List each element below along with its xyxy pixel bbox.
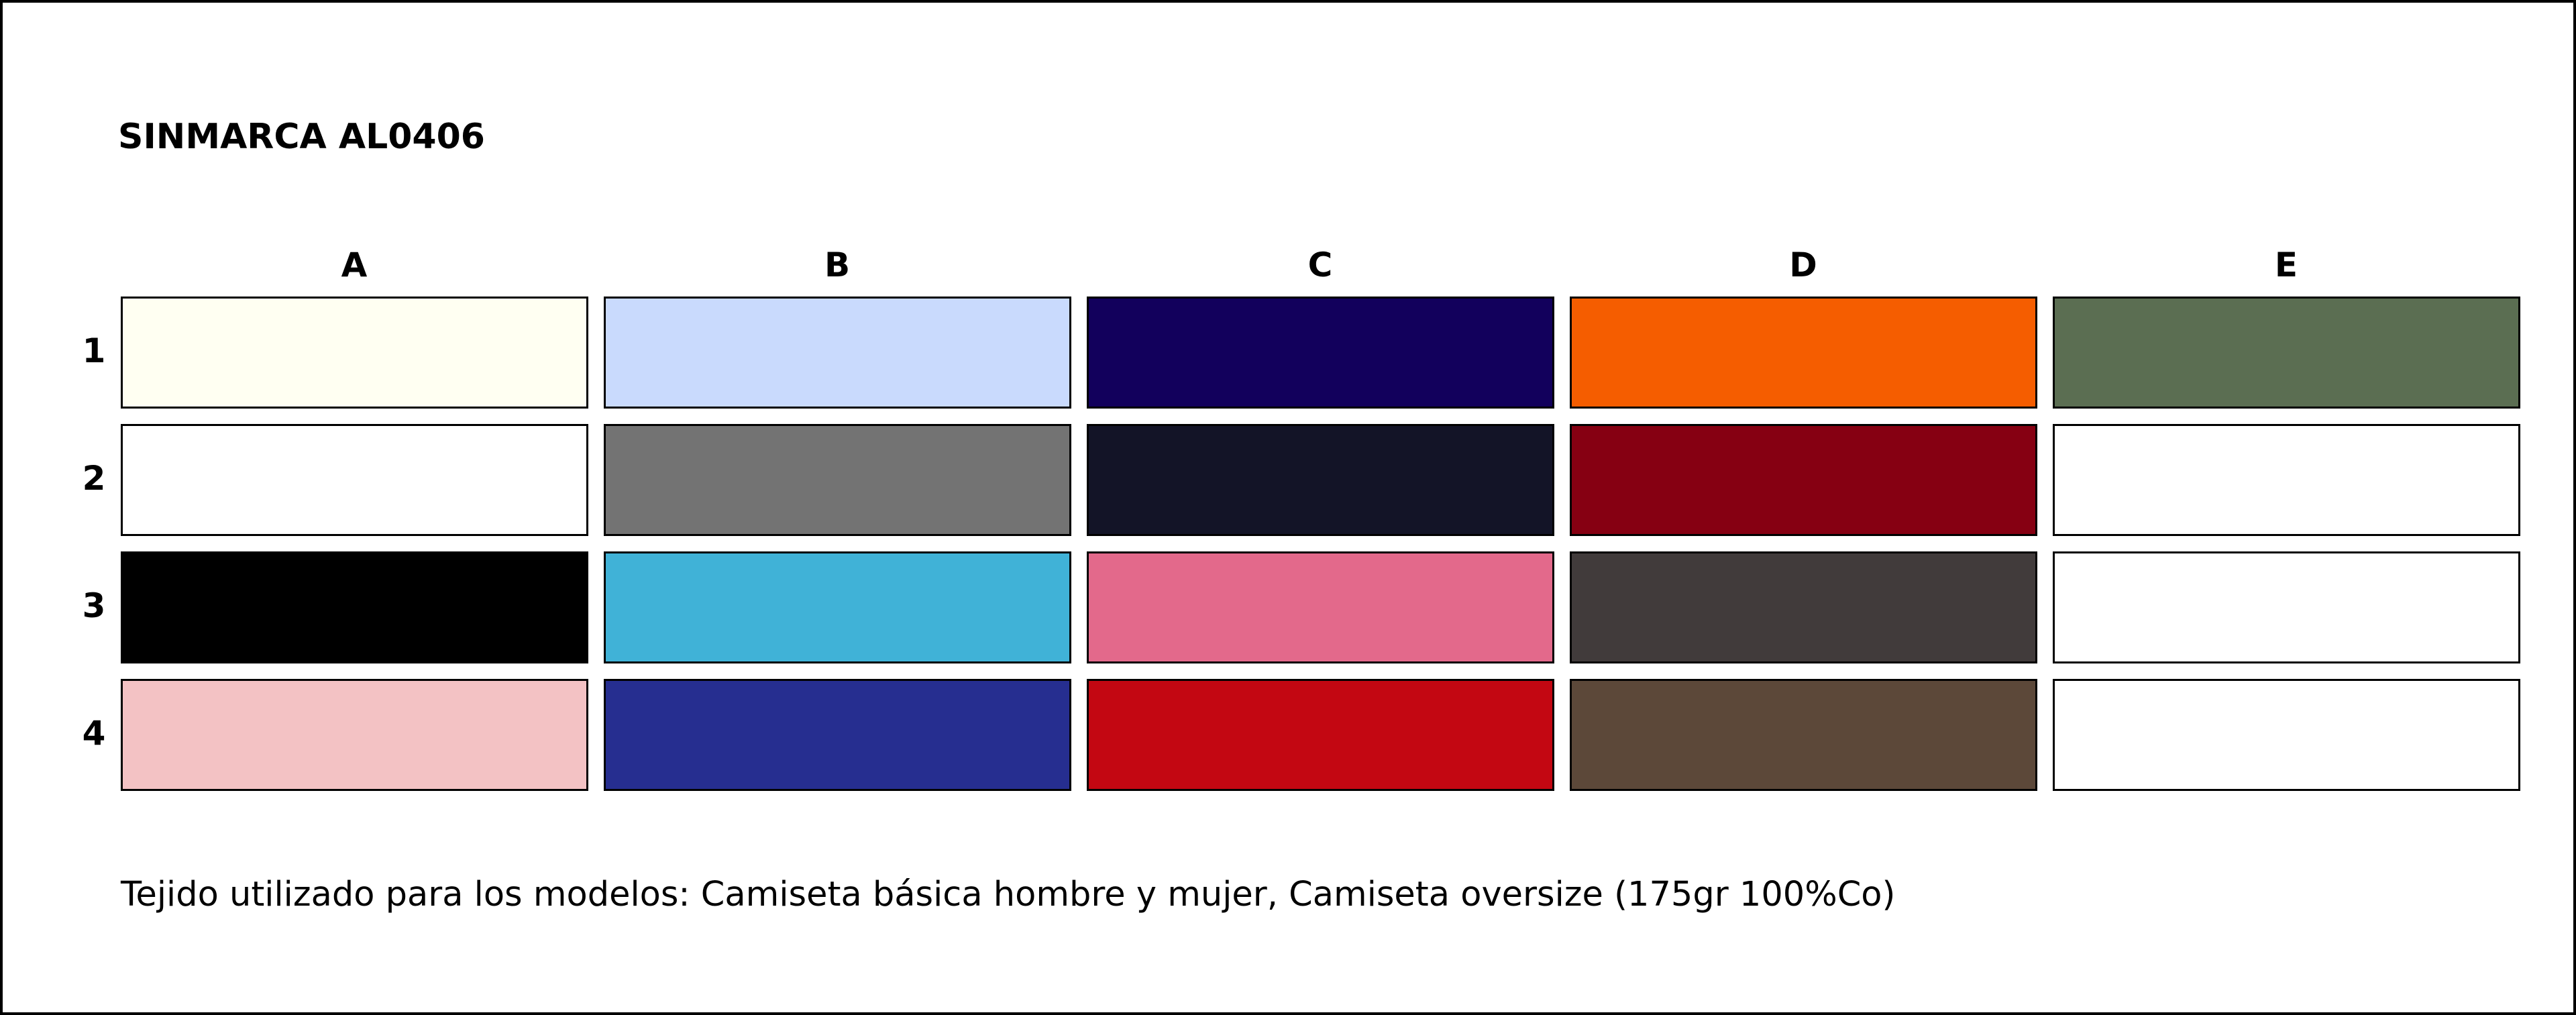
- row-label: 3: [82, 586, 106, 625]
- row-label: 2: [82, 458, 106, 498]
- color-swatch: [121, 679, 588, 791]
- column-label: E: [2274, 246, 2298, 284]
- color-swatch: [121, 551, 588, 663]
- color-swatch: [2053, 297, 2520, 409]
- color-swatch: [1087, 551, 1554, 663]
- row-label: 1: [82, 331, 106, 370]
- color-swatch: [2053, 424, 2520, 536]
- color-swatch: [1570, 551, 2037, 663]
- color-swatch: [2053, 551, 2520, 663]
- footnote: Tejido utilizado para los modelos: Camis…: [121, 875, 1896, 914]
- color-swatch: [604, 551, 1071, 663]
- color-swatch: [1087, 297, 1554, 409]
- color-swatch: [121, 297, 588, 409]
- color-swatch: [1570, 424, 2037, 536]
- color-swatch: [121, 424, 588, 536]
- color-swatch: [604, 679, 1071, 791]
- color-swatch: [604, 424, 1071, 536]
- row-label: 4: [82, 713, 106, 753]
- column-label: C: [1307, 246, 1333, 284]
- column-label: B: [824, 246, 851, 284]
- color-swatch: [1570, 297, 2037, 409]
- color-swatch: [604, 297, 1071, 409]
- color-swatch: [1087, 424, 1554, 536]
- color-swatch: [2053, 679, 2520, 791]
- title: SINMARCA AL0406: [118, 117, 485, 157]
- color-swatch: [1570, 679, 2037, 791]
- color-swatch: [1087, 679, 1554, 791]
- column-label: A: [341, 246, 368, 284]
- column-label: D: [1789, 246, 1817, 284]
